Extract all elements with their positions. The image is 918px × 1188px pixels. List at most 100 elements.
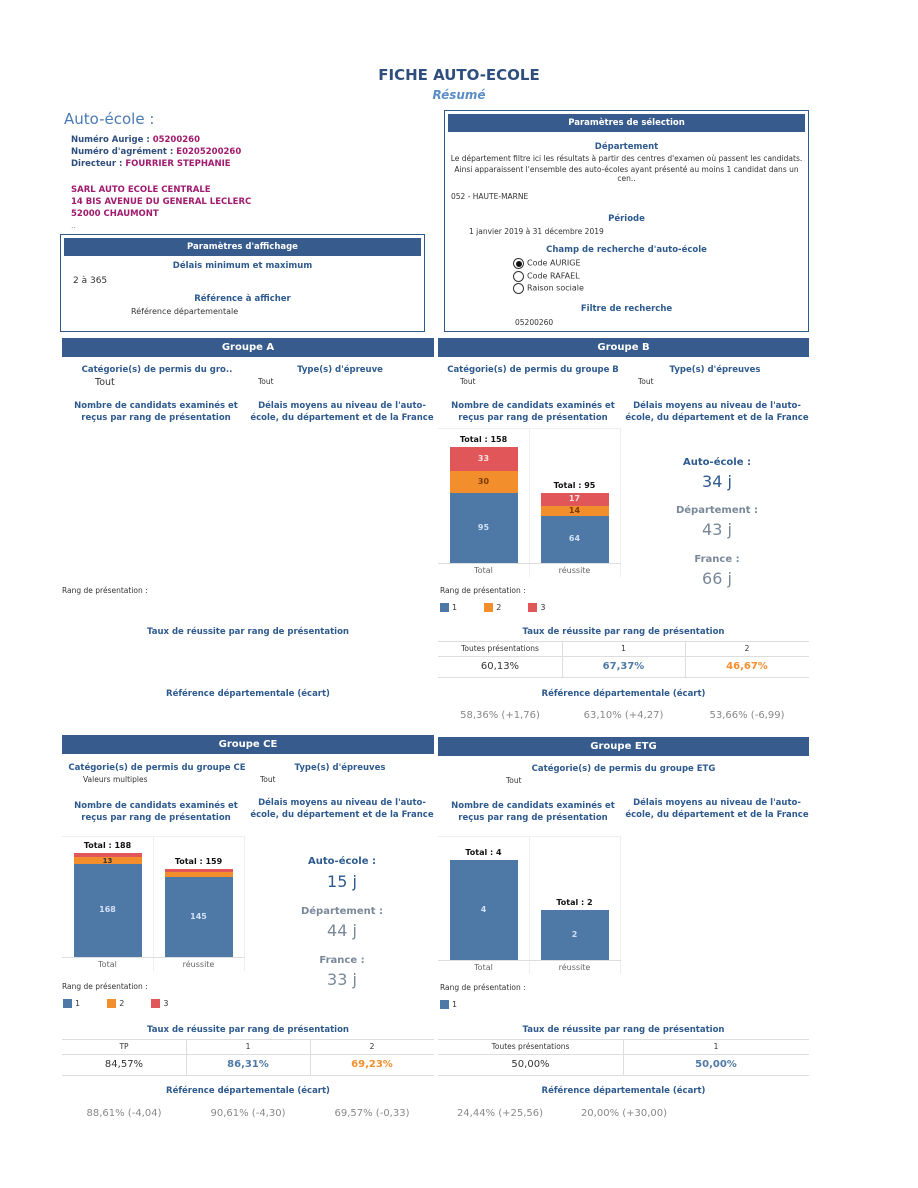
groupe-b-cat-value[interactable]: Tout bbox=[460, 377, 476, 386]
groupe-b-dep-label: Département : bbox=[675, 505, 759, 516]
groupe-a-type-value[interactable]: Tout bbox=[258, 377, 274, 386]
groupe-b-taux-value: 67,37% bbox=[602, 661, 645, 672]
groupe-a-nb-label: Nombre de candidats examinés et reçus pa… bbox=[74, 401, 238, 423]
legend-rang1-swatch bbox=[63, 999, 72, 1008]
groupe-ce-chart: 168 13 Total : 188 Total 145 Total : 159 réuss… bbox=[62, 836, 245, 976]
filtre-label: Filtre de recherche bbox=[580, 303, 673, 314]
bar-segment-rang2[interactable] bbox=[164, 871, 233, 877]
x-tick-label: Total bbox=[98, 960, 117, 969]
groupe-b-ref-row: 58,36% (+1,76) 63,10% (+4,27) 53,66% (-6… bbox=[438, 710, 809, 724]
groupe-ce-type-label: Type(s) d'épreuves bbox=[294, 763, 386, 773]
bar-total-label: Total : 95 bbox=[553, 481, 596, 491]
reference-value[interactable]: Référence départementale bbox=[131, 307, 239, 316]
page-title: FICHE AUTO-ECOLE bbox=[378, 66, 540, 84]
groupe-b-nb-label: Nombre de candidats examinés et reçus pa… bbox=[451, 401, 615, 423]
groupe-etg-legend: 1 bbox=[440, 994, 479, 1013]
groupe-b-chart: 95 30 33 Total : 158 Total 64 14 17 Total : 95 ré… bbox=[438, 428, 621, 580]
aurige-value: 05200260 bbox=[152, 135, 201, 145]
radio-selected-icon[interactable] bbox=[513, 258, 524, 269]
groupe-ce-taux-table: TP 1 2 84,57% 86,31% 69,23% bbox=[62, 1039, 434, 1076]
bar-segment-rang3[interactable] bbox=[164, 869, 233, 872]
bar-segment-rang1[interactable]: 2 bbox=[540, 910, 609, 960]
groupe-etg-delais-label: Délais moyens au niveau de l'auto-école,… bbox=[625, 798, 809, 820]
groupe-b-taux-value: 60,13% bbox=[480, 661, 520, 672]
bar-segment-rang3[interactable]: 17 bbox=[540, 493, 609, 506]
groupe-b-cat-label: Catégorie(s) de permis du groupe B bbox=[447, 365, 619, 375]
groupe-ce-taux-value: 69,23% bbox=[351, 1059, 393, 1070]
departement-value[interactable]: 052 - HAUTE-MARNE bbox=[451, 192, 529, 201]
ecole-name: SARL AUTO ECOLE CENTRALE bbox=[71, 185, 211, 195]
radio-empty-icon[interactable] bbox=[513, 283, 524, 294]
bar-segment-rang1[interactable]: 168 bbox=[73, 864, 142, 957]
bar-segment-rang2[interactable]: 13 bbox=[73, 856, 142, 865]
delais-value[interactable]: 2 à 365 bbox=[73, 276, 108, 286]
x-tick-label: Total bbox=[474, 963, 493, 972]
groupe-b-fr-label: France : bbox=[694, 554, 740, 565]
legend-rang1-swatch bbox=[440, 603, 449, 612]
groupe-etg-taux-table: Toutes présentations 1 50,00% 50,00% bbox=[438, 1039, 809, 1076]
reference-label: Référence à afficher bbox=[194, 294, 291, 304]
x-tick-label: Total bbox=[474, 566, 493, 575]
groupe-b-type-value[interactable]: Tout bbox=[638, 377, 654, 386]
bar-total-label: Total : 159 bbox=[174, 857, 223, 867]
groupe-b-taux-label: Taux de réussite par rang de présentatio… bbox=[522, 627, 725, 637]
bar-segment-rang2[interactable]: 14 bbox=[540, 505, 609, 516]
departement-desc-1: Le département filtre ici les résultats … bbox=[450, 154, 803, 163]
groupe-b-taux-header: 2 bbox=[744, 644, 750, 653]
groupe-ce-dep-value: 44 j bbox=[327, 921, 357, 940]
groupe-ce-ae-label: Auto-école : bbox=[308, 856, 376, 867]
periode-value[interactable]: 1 janvier 2019 à 31 décembre 2019 bbox=[469, 227, 604, 236]
bar-segment-rang2[interactable]: 30 bbox=[449, 471, 518, 494]
filtre-value[interactable]: 05200260 bbox=[515, 317, 554, 327]
groupe-b-ae-value: 34 j bbox=[702, 472, 732, 491]
groupe-ce-type-value[interactable]: Tout bbox=[260, 775, 276, 784]
departement-desc-2: Ainsi apparaissent l'ensemble des auto-é… bbox=[454, 165, 799, 183]
chart-axis bbox=[62, 957, 245, 958]
ecole-extra: .. bbox=[71, 221, 77, 230]
groupe-ce-ref-value: 88,61% (-4,04) bbox=[86, 1108, 162, 1119]
bar-segment-rang3[interactable]: 33 bbox=[449, 447, 518, 472]
delais-label: Délais minimum et maximum bbox=[172, 261, 313, 271]
bar-total-label: Total : 188 bbox=[83, 841, 132, 850]
groupe-ce-ae-value: 15 j bbox=[327, 872, 357, 891]
selection-header: Paramètres de sélection bbox=[448, 114, 805, 132]
bar-segment-rang1[interactable]: 145 bbox=[164, 876, 233, 957]
radio-code-rafael[interactable]: Code RAFAEL bbox=[513, 270, 808, 283]
champ-label: Champ de recherche d'auto-école bbox=[546, 245, 707, 255]
chart-divider bbox=[529, 428, 530, 577]
bar-total-label: Total : 158 bbox=[459, 435, 508, 444]
groupe-ce-taux-header: TP bbox=[119, 1042, 129, 1051]
radio-empty-icon[interactable] bbox=[513, 270, 524, 282]
agrement-value: E0205200260 bbox=[176, 147, 242, 157]
directeur-value: FOURRIER STEPHANIE bbox=[125, 159, 231, 169]
bar-segment-rang1[interactable]: 4 bbox=[449, 860, 518, 960]
groupe-b-ae-label: Auto-école : bbox=[683, 457, 751, 468]
groupe-etg-taux-label: Taux de réussite par rang de présentatio… bbox=[522, 1025, 725, 1035]
groupe-a-cat-value[interactable]: Tout bbox=[95, 377, 115, 388]
legend-rang2-swatch bbox=[484, 603, 494, 612]
agrement-line: Numéro d'agrément : E0205200260 bbox=[71, 147, 242, 157]
groupe-ce-rang-label: Rang de présentation : bbox=[62, 982, 148, 991]
groupe-etg-ref-value: 20,00% (+30,00) bbox=[580, 1108, 668, 1119]
page-subtitle: Résumé bbox=[432, 88, 486, 102]
affichage-header: Paramètres d'affichage bbox=[64, 238, 421, 256]
groupe-etg-nb-label: Nombre de candidats examinés et reçus pa… bbox=[451, 801, 615, 823]
groupe-a-delais-label: Délais moyens au niveau de l'auto-école,… bbox=[250, 401, 434, 423]
chart-divider bbox=[529, 836, 530, 974]
groupe-b-taux-value: 46,67% bbox=[726, 661, 768, 672]
bar-segment-rang1[interactable]: 64 bbox=[540, 516, 609, 563]
groupe-a-ref-label: Référence départementale (écart) bbox=[166, 689, 330, 699]
groupe-etg-cat-value[interactable]: Tout bbox=[506, 776, 522, 785]
bar-segment-rang3[interactable] bbox=[73, 853, 142, 857]
groupe-etg-taux-header: Toutes présentations bbox=[491, 1042, 570, 1051]
groupe-ce-ref-row: 88,61% (-4,04) 90,61% (-4,30) 69,57% (-0… bbox=[62, 1108, 434, 1122]
chart-axis bbox=[438, 563, 621, 564]
radio-raison-sociale[interactable]: Raison sociale bbox=[513, 282, 808, 295]
chart-axis bbox=[438, 960, 621, 961]
x-tick-label: réussite bbox=[558, 963, 591, 972]
radio-code-aurige[interactable]: Code AURIGE bbox=[513, 257, 808, 270]
directeur-line: Directeur : FOURRIER STEPHANIE bbox=[71, 159, 231, 169]
bar-segment-rang1[interactable]: 95 bbox=[449, 493, 518, 563]
groupe-ce-cat-value[interactable]: Valeurs multiples bbox=[83, 775, 148, 784]
legend-rang2-swatch bbox=[107, 999, 117, 1008]
